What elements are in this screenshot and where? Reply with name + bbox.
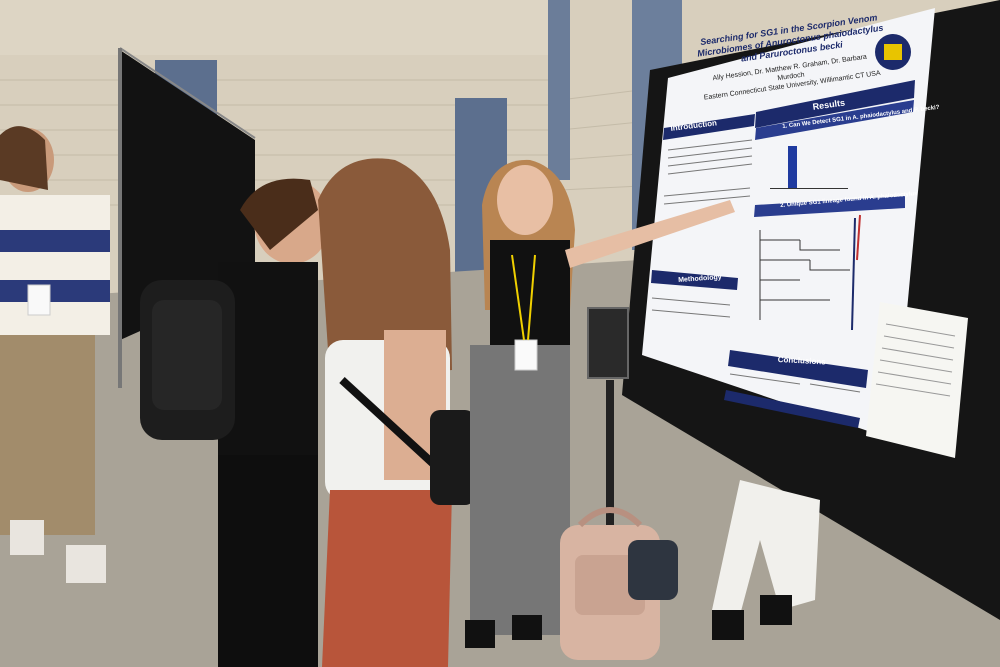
poster-conclusions-bar — [728, 350, 868, 388]
monitor — [587, 307, 629, 379]
poster-subhead-bar — [755, 100, 914, 140]
curtain-pole — [119, 47, 256, 139]
person-black-outfit — [218, 178, 330, 667]
poster-intro-bar — [663, 114, 755, 140]
poster-figure-bar — [788, 146, 797, 188]
yellow-lanyard — [511, 254, 525, 341]
person-presenter — [465, 159, 735, 648]
poster-figure-axis — [770, 188, 848, 189]
poster-phylogenetic-tree — [759, 230, 850, 320]
note-paper-text — [875, 323, 956, 397]
board-stand-leg — [606, 380, 614, 620]
poster-tree-scale-bar — [851, 217, 856, 331]
black-crossbody-bag — [339, 377, 475, 505]
name-badge — [27, 284, 51, 316]
dark-bag-floor — [628, 540, 678, 600]
poster-tree-scale-bar — [856, 214, 861, 261]
poster-footer-bar — [724, 390, 860, 428]
name-badge — [514, 339, 538, 371]
note-paper — [866, 302, 968, 458]
poster-methodology-bar — [651, 270, 738, 290]
poster-subhead-bar — [754, 196, 905, 217]
upper-wall — [0, 0, 560, 55]
person-left-attendee — [0, 126, 110, 583]
person-white-top — [318, 158, 452, 667]
person-white-pants — [712, 480, 820, 640]
black-backpack — [140, 280, 235, 440]
pink-backpack — [560, 507, 660, 660]
wall-pillar — [548, 0, 570, 180]
poster-body-text — [651, 139, 861, 393]
university-seal-logo — [884, 44, 902, 60]
poster-results-bar — [755, 80, 915, 128]
curtain-stand — [118, 48, 122, 388]
yellow-lanyard — [527, 254, 536, 341]
